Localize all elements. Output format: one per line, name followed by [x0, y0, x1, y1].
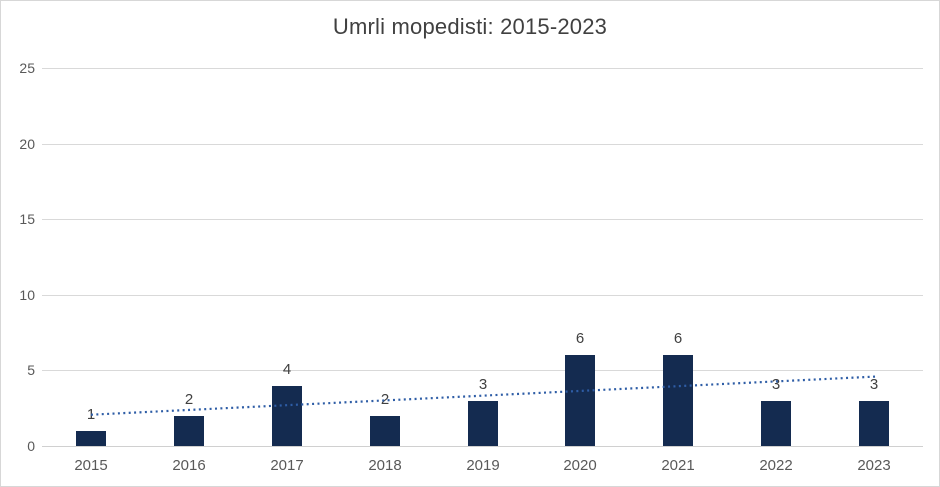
bar	[761, 401, 791, 446]
y-axis-tick-label: 25	[19, 60, 35, 76]
bar	[663, 355, 693, 446]
bar	[468, 401, 498, 446]
gridline	[42, 68, 923, 69]
bar-value-label: 2	[380, 391, 390, 408]
x-axis-tick-label: 2021	[661, 457, 695, 474]
y-axis-tick-label: 5	[27, 362, 35, 378]
bar	[370, 416, 400, 446]
x-axis-tick-label: 2019	[466, 457, 500, 474]
x-axis-tick-label: 2020	[563, 457, 597, 474]
x-axis-line	[42, 446, 923, 447]
gridline	[42, 144, 923, 145]
x-axis-tick-label: 2015	[74, 457, 108, 474]
y-axis-tick-label: 15	[19, 211, 35, 227]
x-axis-tick-label: 2017	[270, 457, 304, 474]
y-axis-tick-label: 0	[27, 438, 35, 454]
bar-value-label: 2	[184, 391, 194, 408]
bar-value-label: 3	[869, 376, 879, 393]
gridline	[42, 295, 923, 296]
gridline	[42, 370, 923, 371]
x-axis-tick-label: 2016	[172, 457, 206, 474]
bar-value-label: 3	[771, 376, 781, 393]
y-axis-tick-label: 10	[19, 287, 35, 303]
y-axis-tick-label: 20	[19, 136, 35, 152]
bar	[76, 431, 106, 446]
bar	[565, 355, 595, 446]
x-axis-tick-label: 2023	[857, 457, 891, 474]
bar-value-label: 4	[282, 361, 292, 378]
gridline	[42, 219, 923, 220]
x-axis-tick-label: 2022	[759, 457, 793, 474]
bar	[859, 401, 889, 446]
bar-value-label: 3	[478, 376, 488, 393]
chart-title: Umrli mopedisti: 2015-2023	[332, 14, 608, 39]
bar-value-label: 1	[86, 406, 96, 423]
x-axis-tick-label: 2018	[368, 457, 402, 474]
bar	[174, 416, 204, 446]
bar-value-label: 6	[673, 330, 683, 347]
bar-value-label: 6	[575, 330, 585, 347]
bar	[272, 386, 302, 446]
